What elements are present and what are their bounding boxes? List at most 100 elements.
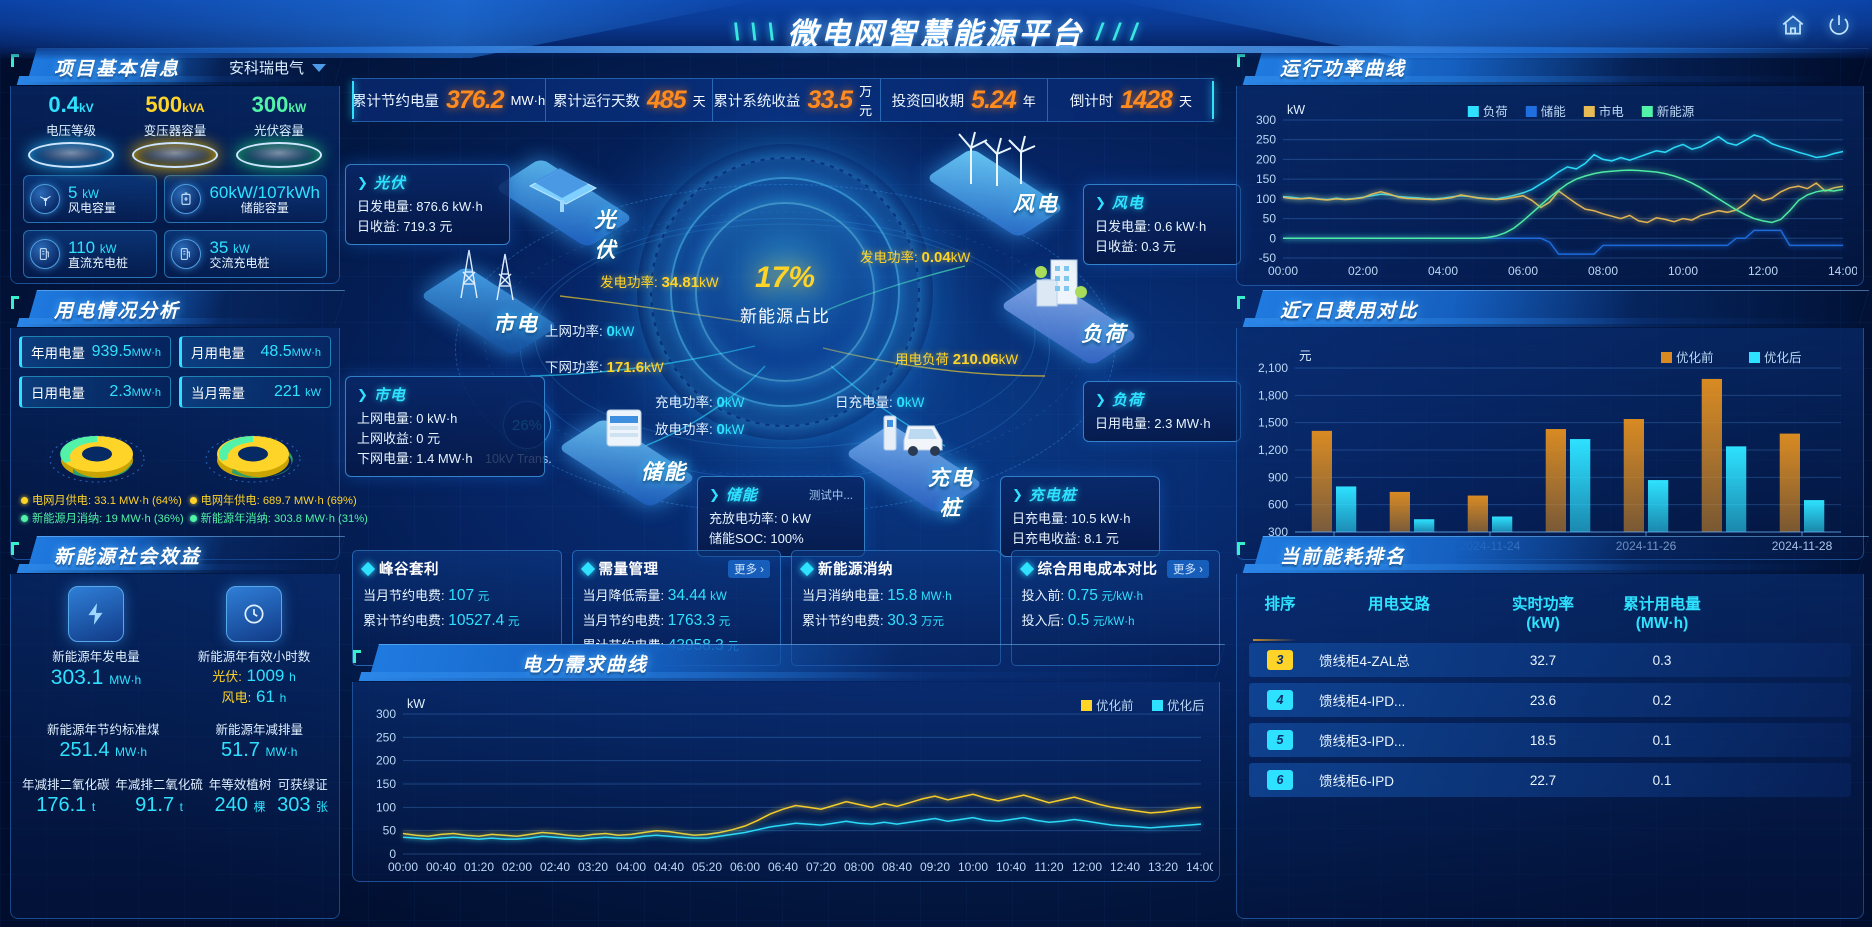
rank-divider bbox=[1253, 639, 1297, 642]
node-solar[interactable]: 光伏 bbox=[494, 148, 634, 262]
metric-unit: 万元 bbox=[921, 616, 945, 629]
corner-marker-icon bbox=[1236, 538, 1254, 556]
capacity-pv: 300kW 光伏容量 bbox=[229, 94, 329, 168]
flow-unit: kW bbox=[904, 395, 925, 410]
flow-label: 放电功率: bbox=[655, 422, 713, 437]
usage-unit: MW·h bbox=[291, 347, 321, 359]
metric-unit: 元 bbox=[718, 616, 731, 629]
svg-text:06:00: 06:00 bbox=[730, 860, 760, 874]
infobox-title: 负荷 bbox=[1111, 392, 1144, 409]
capacity-voltage: 0.4kV 电压等级 bbox=[21, 94, 121, 168]
demand-curve-chart: 0 50 100 150 200 250 300 00:00 00:40 01:20 02:00 02… bbox=[376, 697, 1216, 874]
col-energy: 累计用电量 (MW·h) bbox=[1623, 596, 1701, 632]
svg-text:元: 元 bbox=[1299, 349, 1312, 363]
card-value: 60kW/107kWh bbox=[209, 182, 320, 202]
node-storage[interactable]: 储能 bbox=[557, 408, 697, 509]
kpi-unit: 万元 bbox=[859, 84, 873, 118]
share-label: 新能源占比 bbox=[740, 307, 830, 326]
svg-text:06:00: 06:00 bbox=[1508, 264, 1538, 278]
social-label: 新能源年有效小时数 bbox=[197, 650, 311, 664]
table-row[interactable]: 3 馈线柜4-ZAL总 32.7 0.3 bbox=[1249, 643, 1851, 678]
infobox-row: 日充电收益: 8.1 元 bbox=[1012, 531, 1119, 547]
card-dc-charger[interactable]: 110 kW 直流充电桩 bbox=[23, 230, 158, 278]
infobox-row: 日收益: 719.3 元 bbox=[357, 219, 453, 235]
kpi-item: 投资回收期 5.24 年 bbox=[881, 79, 1048, 121]
card-ac-charger[interactable]: 35 kW 交流充电桩 bbox=[164, 230, 327, 278]
table-row[interactable]: 4 馈线柜4-IPD... 23.6 0.2 bbox=[1249, 683, 1851, 718]
social-unit: MW·h bbox=[109, 673, 142, 687]
metric-key: 累计节约电费: bbox=[363, 613, 445, 629]
flow-unit: kW bbox=[724, 395, 745, 410]
metric-value: 10527.4 bbox=[448, 612, 505, 630]
svg-text:100: 100 bbox=[1256, 192, 1276, 206]
node-wind[interactable]: 风电 bbox=[925, 131, 1065, 239]
flow-label: 发电功率: bbox=[600, 275, 658, 290]
infobox-title: 光伏 bbox=[373, 175, 406, 192]
home-icon[interactable] bbox=[1780, 12, 1806, 43]
more-button[interactable]: 更多 › bbox=[727, 559, 770, 578]
flow-charge-power: 充电功率: 0kW bbox=[655, 391, 744, 411]
panel-title: 项目基本信息 bbox=[54, 58, 181, 80]
arrow-icon: ❯ bbox=[1095, 194, 1106, 210]
panel-energy-ranking: 当前能耗排名 排序 用电支路 实时功率 (kW) 累计用电量 (MW·h) 3 … bbox=[1236, 536, 1869, 919]
cap-label: 电压等级 bbox=[45, 124, 96, 138]
metric-title: 综合用电成本对比 bbox=[1037, 562, 1158, 578]
infobox-wind: ❯ 风电 日发电量: 0.6 kW·h 日收益: 0.3 元 bbox=[1083, 184, 1241, 266]
gauge-disc bbox=[236, 142, 322, 168]
panel-power-curve: 运行功率曲线 -50 0 50 100 150 200 250 300 00:00 02:00 04… bbox=[1236, 48, 1869, 286]
chevron-down-icon[interactable] bbox=[312, 63, 326, 72]
node-ev-charger[interactable]: 充电桩 bbox=[844, 414, 984, 520]
svg-text:04:00: 04:00 bbox=[1428, 264, 1458, 278]
metric-value: 15.8 bbox=[887, 587, 918, 604]
svg-text:优化前: 优化前 bbox=[1676, 350, 1714, 365]
arrow-icon: ❯ bbox=[1095, 391, 1106, 407]
infobox-row: 日发电量: 876.6 kW·h bbox=[357, 199, 483, 214]
metric-value: 1763.3 bbox=[667, 612, 716, 630]
power-icon[interactable] bbox=[1826, 12, 1852, 43]
svg-text:08:40: 08:40 bbox=[882, 860, 912, 874]
card-storage-capacity[interactable]: 60kW/107kWh 储能容量 bbox=[164, 175, 327, 223]
capacity-transformer: 500kVA 变压器容量 bbox=[125, 94, 225, 168]
cap-unit: kV bbox=[78, 101, 94, 115]
flow-import-power: 下网功率: 171.6kW bbox=[545, 356, 664, 376]
usage-donuts bbox=[19, 414, 331, 488]
metric-key: 累计节约电费: bbox=[802, 613, 884, 629]
rank-badge: 3 bbox=[1267, 650, 1293, 671]
kpi-value: 33.5 bbox=[807, 85, 853, 114]
infobox-grid: ❯ 市电 上网电量: 0 kW·h 上网收益: 0 元 下网电量: 1.4 MW·… bbox=[345, 376, 545, 478]
svg-text:10:40: 10:40 bbox=[996, 860, 1026, 874]
flow-ev-charge-power: 日充电量: 0kW bbox=[835, 391, 924, 411]
company-selector[interactable]: 安科瑞电气 bbox=[229, 57, 326, 78]
svg-text:08:00: 08:00 bbox=[844, 860, 874, 874]
cap-value: 500 bbox=[145, 92, 183, 117]
card-label: 风电容量 bbox=[68, 200, 117, 215]
svg-text:12:00: 12:00 bbox=[1748, 264, 1778, 278]
svg-text:04:00: 04:00 bbox=[616, 860, 646, 874]
more-button[interactable]: 更多 › bbox=[1166, 559, 1209, 578]
kpi-label: 累计系统收益 bbox=[713, 93, 801, 110]
card-label: 储能容量 bbox=[240, 200, 289, 215]
table-row[interactable]: 5 馈线柜3-IPD... 18.5 0.1 bbox=[1249, 723, 1851, 758]
svg-text:14:00: 14:00 bbox=[1186, 860, 1213, 874]
battery-icon bbox=[171, 184, 202, 214]
infobox-row: 日收益: 0.3 元 bbox=[1095, 239, 1176, 255]
node-load[interactable]: 负荷 bbox=[999, 259, 1139, 367]
branch-power: 23.6 bbox=[1529, 692, 1557, 708]
title-slash-left: \ \ \ bbox=[732, 19, 777, 46]
kpi-bar: 累计节约电量 376.2 MW·h 累计运行天数 485 天 累计系统收益 33… bbox=[352, 78, 1214, 122]
node-grid[interactable]: 市电 bbox=[419, 249, 559, 357]
flow-value: 210.06 bbox=[952, 351, 999, 368]
card-wind-capacity[interactable]: 5 kW 风电容量 bbox=[23, 175, 158, 223]
svg-text:150: 150 bbox=[1256, 172, 1276, 186]
clock-icon bbox=[226, 586, 282, 642]
flow-solar-power: 发电功率: 34.81kW bbox=[600, 271, 719, 291]
infobox-storage: ❯ 储能 测试中... 充放电功率: 0 kW 储能SOC: 100% bbox=[697, 476, 865, 558]
flow-discharge-power: 放电功率: 0kW bbox=[655, 418, 744, 438]
social-value: 176.1 bbox=[36, 794, 87, 816]
flow-value: 0 bbox=[716, 394, 725, 411]
svg-text:12:00: 12:00 bbox=[1072, 860, 1102, 874]
metric-title: 需量管理 bbox=[598, 562, 659, 578]
table-row[interactable]: 6 馈线柜6-IPD 22.7 0.1 bbox=[1249, 763, 1851, 798]
svg-text:900: 900 bbox=[1268, 470, 1288, 484]
share-value: 17 bbox=[754, 261, 789, 294]
